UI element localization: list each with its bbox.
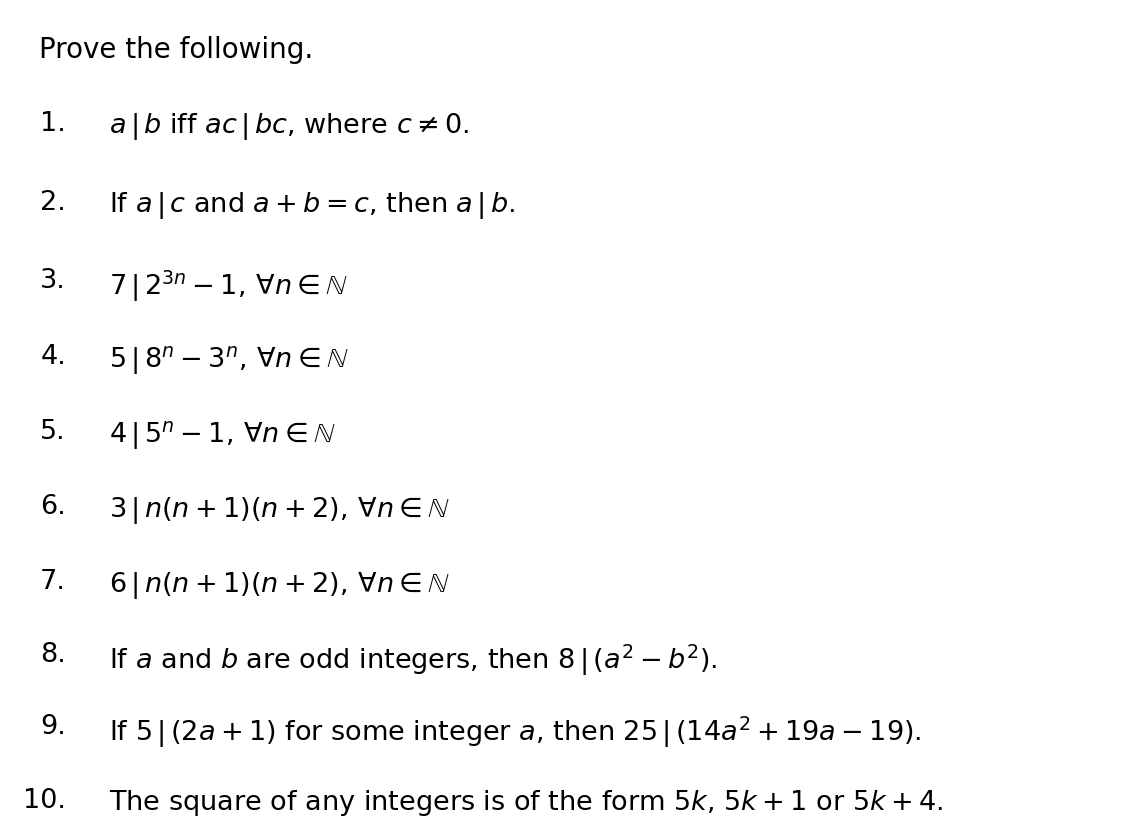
Text: 6.: 6. (41, 494, 65, 520)
Text: Prove the following.: Prove the following. (40, 36, 314, 64)
Text: 3.: 3. (41, 269, 65, 294)
Text: 1.: 1. (41, 111, 65, 136)
Text: $3\,|\,n(n+1)(n+2),\, \forall n \in \mathbb{N}$: $3\,|\,n(n+1)(n+2),\, \forall n \in \mat… (108, 494, 449, 526)
Text: 5.: 5. (41, 419, 65, 445)
Text: $7\,|\,2^{3n} - 1,\, \forall n \in \mathbb{N}$: $7\,|\,2^{3n} - 1,\, \forall n \in \math… (108, 269, 348, 304)
Text: $6\,|\,n(n+1)(n+2),\, \forall n \in \mathbb{N}$: $6\,|\,n(n+1)(n+2),\, \forall n \in \mat… (108, 569, 449, 601)
Text: 7.: 7. (40, 569, 65, 596)
Text: The square of any integers is of the form $5k$, $5k+1$ or $5k+4$.: The square of any integers is of the for… (108, 788, 943, 817)
Text: If $5\,|\,(2a+1)$ for some integer $a$, then $25\,|\,(14a^2 + 19a - 19)$.: If $5\,|\,(2a+1)$ for some integer $a$, … (108, 714, 921, 750)
Text: $4\,|\,5^n - 1,\, \forall n \in \mathbb{N}$: $4\,|\,5^n - 1,\, \forall n \in \mathbb{… (108, 419, 335, 452)
Text: 8.: 8. (41, 642, 65, 668)
Text: 2.: 2. (41, 190, 65, 216)
Text: 9.: 9. (41, 714, 65, 740)
Text: 10.: 10. (23, 788, 65, 814)
Text: If $a$ and $b$ are odd integers, then $8\,|\,(a^2 - b^2)$.: If $a$ and $b$ are odd integers, then $8… (108, 642, 717, 678)
Text: $a\,|\,b$ iff $ac\,|\,bc$, where $c \neq 0$.: $a\,|\,b$ iff $ac\,|\,bc$, where $c \neq… (108, 111, 469, 142)
Text: 4.: 4. (41, 344, 65, 370)
Text: $5\,|\,8^n - 3^n,\, \forall n \in \mathbb{N}$: $5\,|\,8^n - 3^n,\, \forall n \in \mathb… (108, 344, 349, 377)
Text: If $a\,|\,c$ and $a + b = c$, then $a\,|\,b$.: If $a\,|\,c$ and $a + b = c$, then $a\,|… (108, 190, 515, 221)
